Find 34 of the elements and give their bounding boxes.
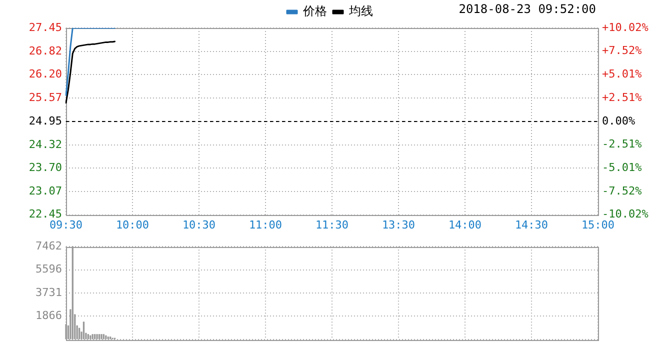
x-tick-label: 10:00 (116, 218, 150, 232)
y-tick-label: 7462 (36, 239, 62, 252)
y2-tick-label: -5.01% (602, 160, 642, 174)
x-tick-label: 11:30 (315, 218, 349, 232)
y-tick-label: 27.45 (28, 20, 62, 34)
text: 2018-08-23 09:52:00 (458, 2, 596, 16)
y2-tick-label: +2.51% (602, 90, 642, 104)
y2-tick-label: +5.01% (602, 68, 642, 81)
x-tick-label: 14:00 (448, 218, 482, 232)
x-tick-label: 10:30 (182, 218, 216, 232)
legend-label: 均线 (348, 4, 373, 18)
x-tick-label: 11:00 (248, 218, 282, 232)
y2-tick-label: +7.52% (602, 44, 642, 58)
y2-tick-label: -2.51% (602, 138, 642, 151)
x-tick-label: 13:30 (382, 218, 416, 232)
y2-tick-label: -10.02% (602, 208, 649, 221)
x-tick-label: 14:30 (514, 218, 548, 232)
y-tick-label: 23.70 (28, 160, 62, 174)
y-tick-label: 3731 (36, 286, 62, 299)
y-tick-label: 23.07 (28, 184, 62, 198)
legend-label: 价格 (302, 4, 327, 18)
y-tick-label: 26.82 (28, 44, 62, 58)
y2-tick-label: -7.52% (602, 184, 642, 198)
y-tick-label: 22.45 (28, 208, 62, 221)
y-tick-label: 5596 (36, 262, 62, 276)
y-tick-label: 26.20 (28, 68, 62, 81)
x-tick-label: 15:00 (581, 218, 615, 232)
y-tick-label: 25.57 (28, 91, 62, 104)
x-tick-label: 09:30 (49, 218, 83, 232)
y-tick-label: 24.95 (28, 114, 62, 128)
y2-tick-label: 0.00% (602, 114, 636, 128)
y-tick-label: 24.32 (28, 138, 62, 151)
y2-tick-label: +10.02% (602, 20, 649, 34)
y-tick-label: 1866 (36, 309, 62, 322)
